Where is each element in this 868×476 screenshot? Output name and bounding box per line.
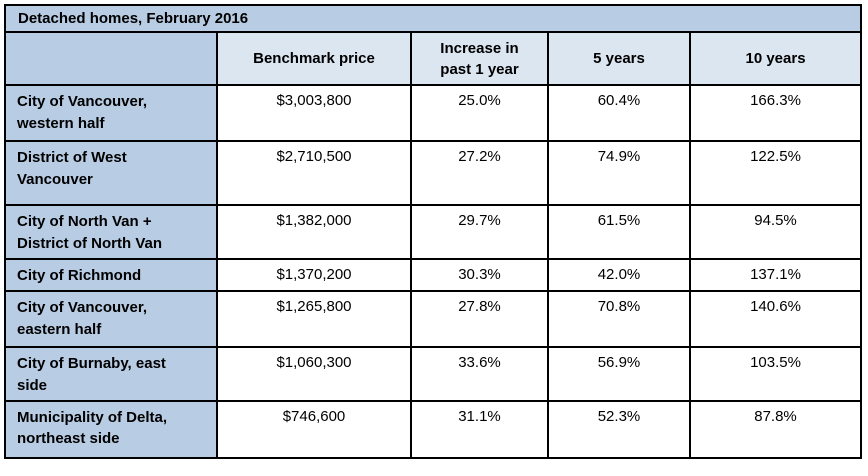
table-row: City of Vancouver, eastern half $1,265,8… — [4, 290, 863, 348]
table-row: City of Richmond $1,370,200 30.3% 42.0% … — [4, 258, 863, 292]
row-label-delta-northeast: Municipality of Delta, northeast side — [4, 399, 218, 459]
table-row: City of Vancouver, western half $3,003,8… — [4, 84, 863, 142]
increase-5yr-cell: 52.3% — [547, 399, 691, 459]
increase-5yr-cell: 70.8% — [547, 290, 691, 348]
row-label-vancouver-east: City of Vancouver, eastern half — [4, 290, 218, 348]
corner-cell — [4, 31, 218, 86]
increase-10yr-cell: 122.5% — [688, 140, 863, 206]
table-row: City of Burnaby, east side $1,060,300 33… — [4, 346, 863, 402]
table-row: District of West Vancouver $2,710,500 27… — [4, 140, 863, 206]
table-row: Municipality of Delta, northeast side $7… — [4, 399, 863, 459]
row-label-west-vancouver: District of West Vancouver — [4, 140, 218, 206]
header-row: Benchmark price Increase in past 1 year … — [4, 31, 863, 86]
increase-10yr-cell: 103.5% — [688, 346, 863, 402]
increase-10yr-cell: 94.5% — [688, 204, 863, 260]
benchmark-price-cell: $2,710,500 — [216, 140, 412, 206]
benchmark-price-cell: $1,265,800 — [216, 290, 412, 348]
increase-1yr-cell: 27.2% — [410, 140, 549, 206]
title-row: Detached homes, February 2016 — [3, 4, 863, 33]
row-label-burnaby-east: City of Burnaby, east side — [4, 346, 218, 402]
increase-1yr-cell: 27.8% — [410, 290, 549, 348]
row-label-vancouver-west: City of Vancouver, western half — [4, 84, 218, 142]
benchmark-price-cell: $746,600 — [216, 399, 412, 459]
increase-5yr-cell: 61.5% — [547, 204, 691, 260]
detached-homes-table: Detached homes, February 2016 Benchmark … — [3, 4, 863, 459]
increase-1yr-cell: 33.6% — [410, 346, 549, 402]
column-header-5-years: 5 years — [547, 31, 691, 86]
table-row: City of North Van + District of North Va… — [4, 204, 863, 260]
table-title: Detached homes, February 2016 — [3, 4, 863, 33]
increase-10yr-cell: 140.6% — [688, 290, 863, 348]
column-header-increase-past-1-year: Increase in past 1 year — [410, 31, 549, 86]
increase-1yr-cell: 30.3% — [410, 258, 549, 292]
row-label-richmond: City of Richmond — [4, 258, 218, 292]
column-header-benchmark-price: Benchmark price — [216, 31, 412, 86]
row-label-north-van: City of North Van + District of North Va… — [4, 204, 218, 260]
increase-10yr-cell: 137.1% — [688, 258, 863, 292]
benchmark-price-cell: $1,370,200 — [216, 258, 412, 292]
increase-5yr-cell: 56.9% — [547, 346, 691, 402]
increase-5yr-cell: 74.9% — [547, 140, 691, 206]
column-header-10-years: 10 years — [688, 31, 863, 86]
increase-5yr-cell: 42.0% — [547, 258, 691, 292]
increase-1yr-cell: 29.7% — [410, 204, 549, 260]
increase-1yr-cell: 31.1% — [410, 399, 549, 459]
benchmark-price-cell: $3,003,800 — [216, 84, 412, 142]
increase-5yr-cell: 60.4% — [547, 84, 691, 142]
increase-10yr-cell: 166.3% — [688, 84, 863, 142]
increase-10yr-cell: 87.8% — [688, 399, 863, 459]
benchmark-price-cell: $1,060,300 — [216, 346, 412, 402]
increase-1yr-cell: 25.0% — [410, 84, 549, 142]
benchmark-price-cell: $1,382,000 — [216, 204, 412, 260]
